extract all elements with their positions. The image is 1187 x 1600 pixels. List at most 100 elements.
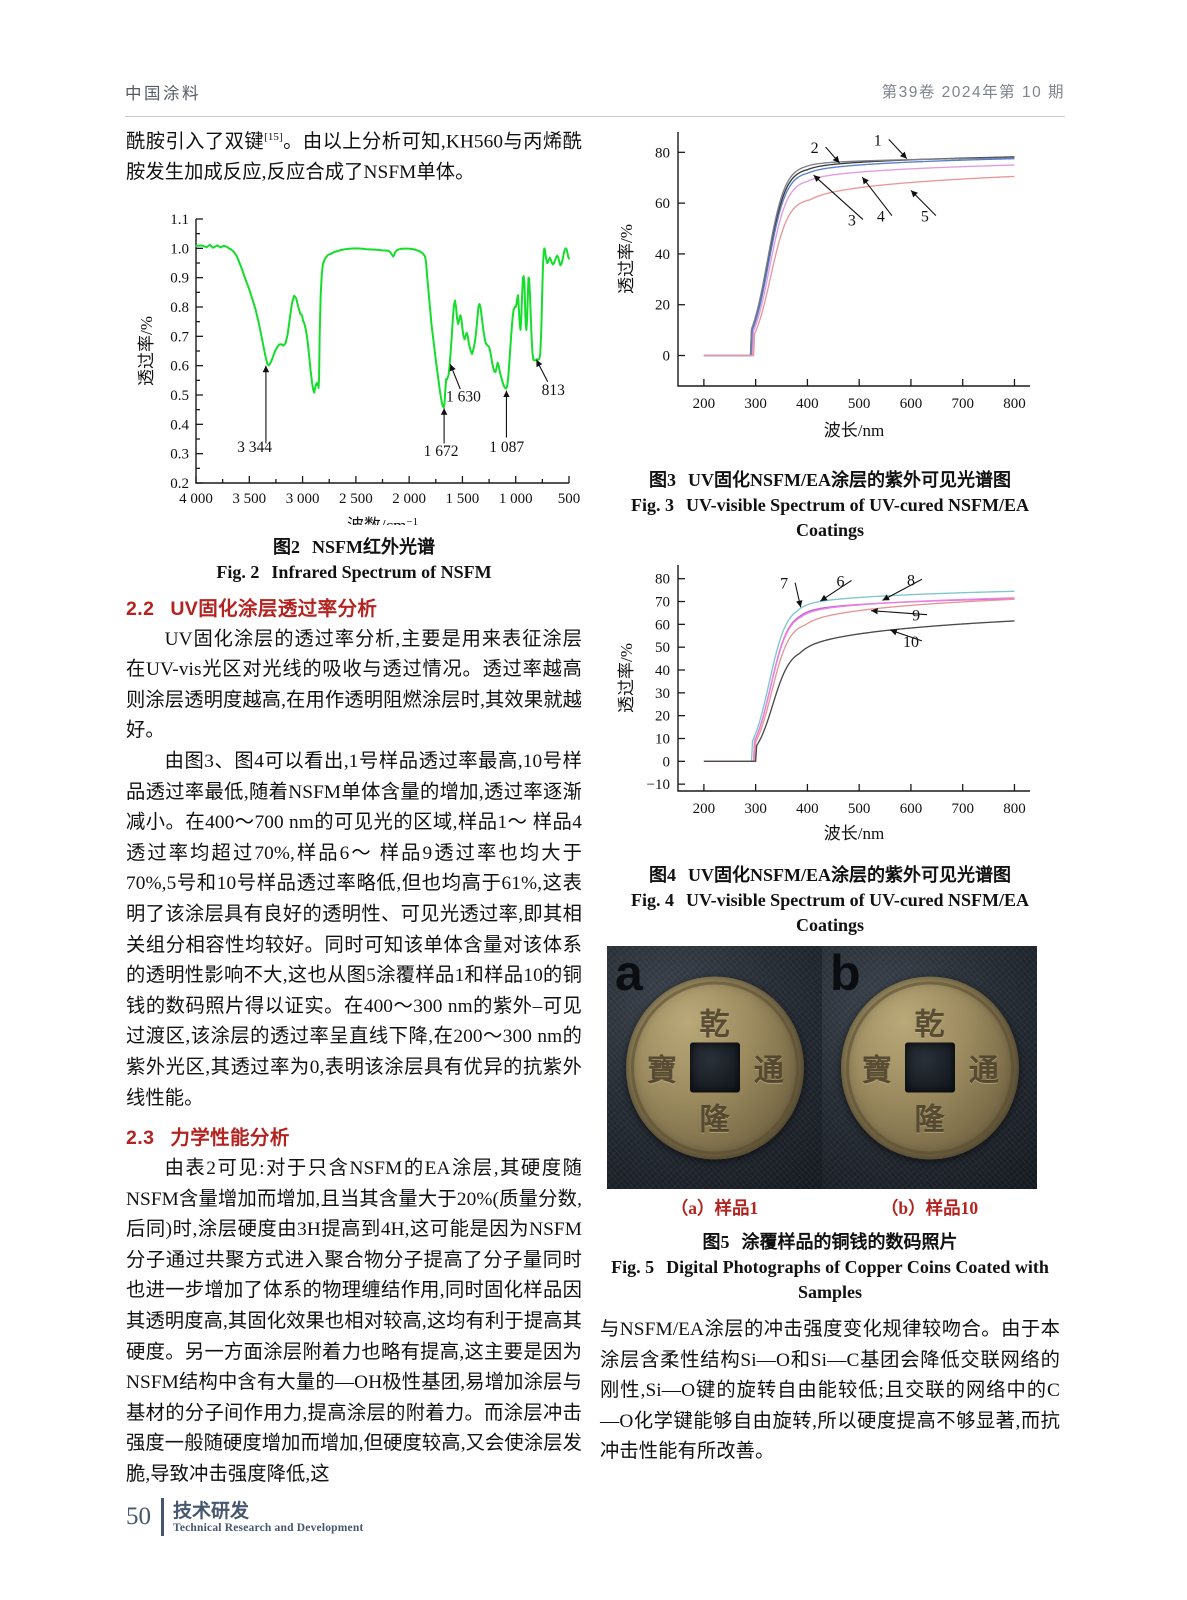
svg-text:4 000: 4 000 (179, 491, 213, 507)
svg-text:1 672: 1 672 (424, 443, 459, 460)
svg-text:60: 60 (655, 617, 670, 633)
figure-4-caption-en-line2: Coatings (795, 915, 864, 935)
svg-text:7: 7 (780, 576, 788, 593)
svg-text:700: 700 (951, 801, 974, 817)
figure-4-title-en: UV-visible Spectrum of UV-cured NSFM/EA (686, 890, 1029, 910)
svg-text:300: 300 (744, 396, 767, 412)
svg-text:−10: −10 (647, 777, 670, 793)
svg-text:200: 200 (693, 396, 716, 412)
svg-text:0: 0 (663, 754, 671, 770)
svg-text:400: 400 (796, 801, 819, 817)
svg-text:1.1: 1.1 (170, 212, 189, 228)
figure-4-caption-en: Fig. 4 UV-visible Spectrum of UV-cured NS… (600, 888, 1060, 913)
section-title-2-3: 力学性能分析 (170, 1127, 290, 1150)
figure-4-label-cn: 图4 (649, 865, 676, 885)
svg-text:4: 4 (877, 209, 885, 226)
figure-5-sublabels: （a）样品1 （b）样品10 (607, 1195, 1037, 1220)
figure-5-panel-a: a 乾 隆 通 寶 (607, 946, 822, 1189)
svg-text:0.9: 0.9 (170, 270, 189, 286)
footer-label-en: Technical Research and Development (173, 1521, 364, 1534)
figure-5-panel-b: b 乾 隆 通 寶 (822, 946, 1037, 1189)
figure-2-title-en: Infrared Spectrum of NSFM (271, 561, 492, 582)
paragraph-intro-b: 。由以上分析可知,KH560与丙烯酰胺发生加成反应,反应合成了NSFM单体。 (126, 131, 582, 184)
svg-text:500: 500 (558, 491, 581, 507)
figure-5-sublabel-a: （a）样品1 (670, 1198, 759, 1218)
svg-text:1 630: 1 630 (446, 388, 481, 405)
svg-text:700: 700 (951, 396, 974, 412)
right-column: 0 20 40 60 80 200 300 400 500 600 700 800 透过率/% 波长/nm… (600, 118, 1060, 1468)
figure-4-svg: −10 0 10 20 30 40 50 60 70 80 200 300 400 500 600 700 80… (617, 565, 1030, 843)
svg-text:0.3: 0.3 (170, 446, 189, 462)
paragraph-intro-a: 酰胺引入了双键 (126, 131, 265, 153)
svg-text:600: 600 (900, 801, 923, 817)
panel-b-letter: b (830, 946, 861, 1001)
figure-5-sublabel-b: （b）样品10 (880, 1198, 979, 1218)
reference-marker: [15] (264, 131, 283, 143)
svg-text:800: 800 (1003, 396, 1026, 412)
section-heading-2-2: 2.2 UV固化涂层透过率分析 (126, 585, 582, 625)
svg-text:1.0: 1.0 (170, 241, 189, 257)
svg-text:30: 30 (655, 686, 670, 702)
coin-a-hole (689, 1042, 740, 1093)
svg-text:1: 1 (874, 132, 882, 149)
section-heading-2-3: 2.3 力学性能分析 (126, 1114, 582, 1154)
figure-5-label-cn: 图5 (702, 1232, 730, 1252)
coin-b-glyph-bottom: 隆 (914, 1103, 945, 1137)
svg-text:70: 70 (655, 595, 670, 611)
figure-5-title-cn: 涂覆样品的铜钱的数码照片 (741, 1232, 958, 1252)
svg-text:9: 9 (912, 608, 920, 625)
svg-text:0.7: 0.7 (170, 329, 189, 345)
svg-text:透过率/%: 透过率/% (617, 224, 636, 294)
svg-text:3 500: 3 500 (232, 491, 266, 507)
svg-text:80: 80 (655, 572, 670, 588)
svg-text:0.6: 0.6 (170, 358, 189, 374)
svg-text:波长/nm: 波长/nm (824, 824, 884, 843)
svg-text:200: 200 (693, 801, 716, 817)
svg-text:0.5: 0.5 (170, 388, 189, 404)
coin-a-glyph-top: 乾 (699, 1008, 730, 1042)
figure-3-caption-en-line2: Coatings (795, 520, 864, 540)
svg-text:1 000: 1 000 (499, 491, 533, 507)
figure-2-label-cn: 图2 (273, 536, 300, 557)
paragraph-intro: 酰胺引入了双键[15]。由以上分析可知,KH560与丙烯酰胺发生加成反应,反应合… (126, 122, 582, 189)
svg-text:0.4: 0.4 (170, 417, 189, 433)
svg-text:400: 400 (796, 396, 819, 412)
coin-b-hole (904, 1042, 955, 1093)
svg-text:500: 500 (848, 801, 871, 817)
figure-5-title-en: Digital Photographs of Copper Coins Coat… (666, 1257, 1049, 1277)
svg-text:0: 0 (663, 349, 671, 365)
journal-name: 中国涂料 (125, 85, 201, 103)
svg-text:40: 40 (655, 663, 670, 679)
svg-text:800: 800 (1003, 801, 1026, 817)
coin-a-glyph-left: 寶 (646, 1054, 677, 1088)
figure-5-caption-en-line2: Samples (797, 1282, 862, 1302)
figure-3-chart: 0 20 40 60 80 200 300 400 500 600 700 800 透过率/% 波长/nm… (600, 118, 1060, 458)
coin-a-glyph-right: 通 (753, 1054, 784, 1088)
section-number-2-3: 2.3 (126, 1127, 155, 1150)
svg-text:50: 50 (655, 640, 670, 656)
coin-a-rim (630, 981, 799, 1154)
section-number-2-2: 2.2 (126, 597, 155, 620)
figure-3-svg: 0 20 40 60 80 200 300 400 500 600 700 800 透过率/% 波长/nm… (617, 132, 1030, 440)
svg-text:6: 6 (837, 573, 845, 590)
coin-b-glyph-top: 乾 (914, 1008, 945, 1042)
svg-text:透过率/%: 透过率/% (617, 643, 636, 713)
svg-text:3: 3 (848, 212, 856, 229)
figure-3-caption-en: Fig. 3 UV-visible Spectrum of UV-cured NS… (600, 493, 1060, 518)
figure-4-caption-cn: 图4 UV固化NSFM/EA涂层的紫外可见光谱图 (600, 863, 1060, 888)
figure-5-label-en: Fig. 5 (611, 1257, 655, 1277)
svg-text:2 000: 2 000 (392, 491, 426, 507)
paragraph-2-2-a: UV固化涂层的透过率分析,主要是用来表征涂层在UV-vis光区对光线的吸收与透过… (126, 628, 582, 742)
paragraph-right-bottom: 与NSFM/EA涂层的冲击强度变化规律较吻合。由于本涂层含柔性结构Si—O和Si… (600, 1319, 1060, 1463)
footer-labels: 技术研发 Technical Research and Development (173, 1501, 363, 1534)
panel-a-letter: a (615, 946, 643, 1001)
coin-a-glyph-bottom: 隆 (699, 1103, 730, 1137)
svg-text:2: 2 (811, 140, 819, 157)
svg-text:2 500: 2 500 (339, 491, 373, 507)
svg-text:3 344: 3 344 (237, 439, 272, 456)
figure-2-svg: 0.2 0.3 0.4 0.5 0.6 0.7 0.8 0.9 1.0 1.1 4 000 3 500… (137, 212, 581, 525)
coin-b: 乾 隆 通 寶 (840, 976, 1019, 1159)
svg-text:500: 500 (848, 396, 871, 412)
figure-2-chart: 0.2 0.3 0.4 0.5 0.6 0.7 0.8 0.9 1.0 1.1 4 000 3 500… (126, 205, 582, 525)
